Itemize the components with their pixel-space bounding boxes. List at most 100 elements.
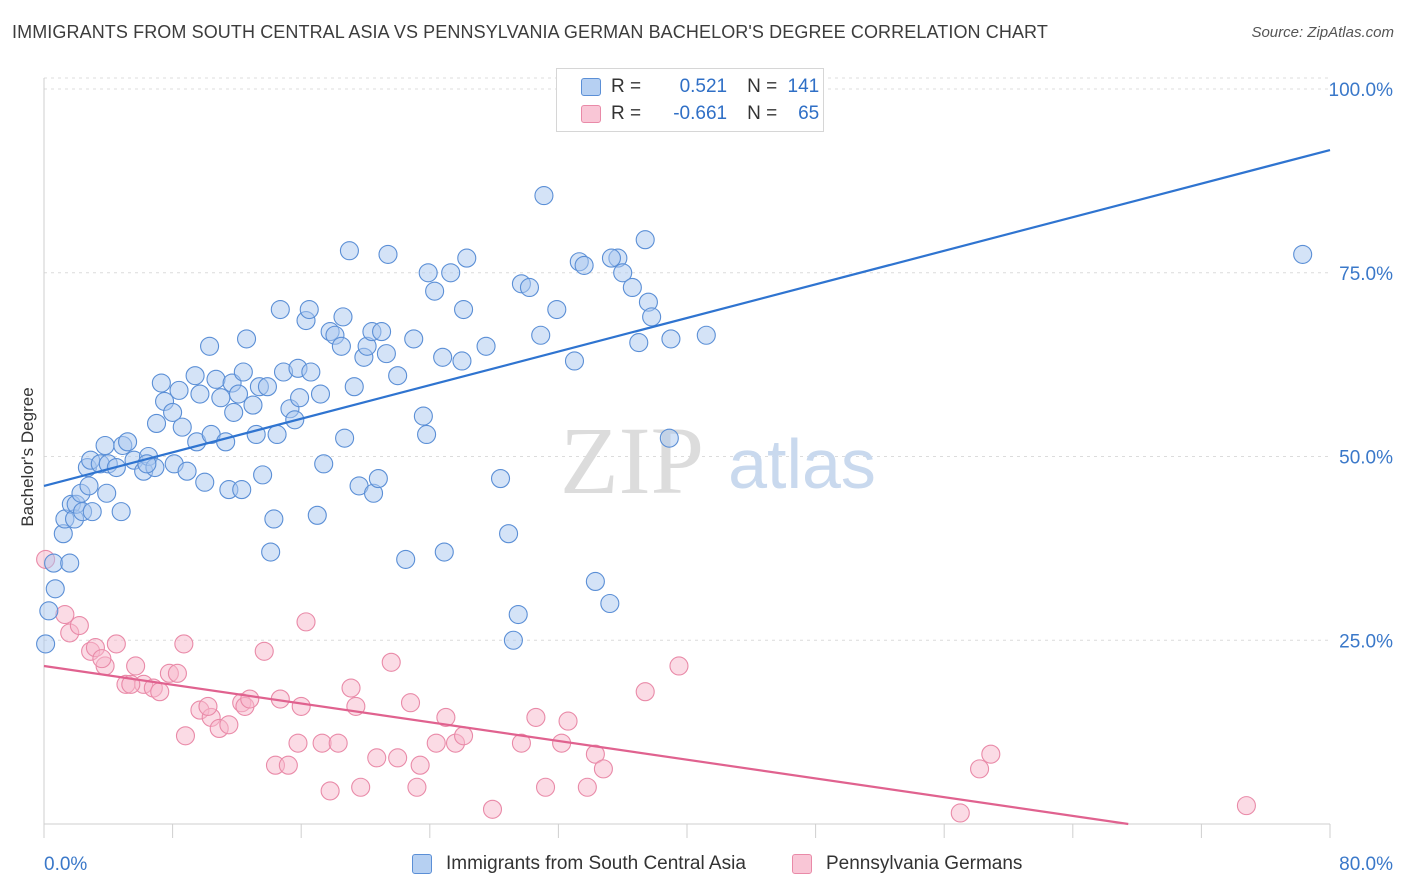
pink-point-39 [381,652,401,672]
bottom-legend-blue: Immigrants from South Central Asia [412,850,746,878]
pink-point-21 [219,715,239,735]
blue-point-118 [601,248,621,268]
watermark-zip: ZIP [560,407,704,514]
blue-point-40 [195,472,215,492]
tick-labels: 25.0% 50.0% 75.0% 100.0% 0.0% 80.0% [44,80,1393,875]
pink-point-60 [970,759,990,779]
blue-point-101 [457,248,477,268]
blue-point-85 [368,469,388,489]
blue-point-108 [508,604,528,625]
blue-point-53 [243,395,263,415]
blue-point-90 [396,549,416,569]
x-tick-label: 80.0% [1339,854,1393,875]
blue-point-88 [378,244,398,264]
trendline-blue [43,148,1331,487]
blue-point-78 [339,241,359,261]
blue-point-86 [372,322,392,342]
blue-point-97 [434,542,454,562]
blue-point-23 [118,432,138,452]
pink-point-13 [150,682,170,702]
pink-point-37 [351,777,371,797]
pink-point-28 [278,755,298,775]
blue-point-50 [232,480,252,500]
legend-n-label: N = [747,103,778,124]
blue-point-121 [629,333,649,353]
pink-point-34 [328,733,348,753]
y-tick-label: 25.0% [1339,631,1393,652]
pink-point-40 [388,748,408,768]
pink-point-62 [1236,796,1256,816]
pink-point-51 [535,777,556,797]
blue-point-56 [253,465,273,485]
gridlines [44,77,1330,641]
trend-lines [43,148,1331,826]
pink-point-32 [312,733,332,753]
blue-point-72 [314,454,334,474]
blue-point-76 [333,307,353,327]
series-south-central-asia [36,186,1313,654]
blue-point-116 [600,593,620,614]
series-pennsylvania-germans [36,549,1256,823]
blue-point-30 [151,373,171,393]
blue-point-1 [39,601,59,621]
pink-point-29 [288,733,308,753]
blue-point-119 [613,263,633,283]
legend-row-pink: R = -0.661 N = 65 [581,101,819,127]
blue-point-43 [206,369,226,389]
blue-point-92 [413,406,433,426]
bottom-legend-pink: Pennsylvania Germans [792,850,1022,878]
pink-point-7 [92,649,112,669]
legend-n-value-blue: 141 [787,76,820,97]
blue-point-60 [267,424,287,445]
blue-point-95 [425,281,445,301]
legend-r-label: R = [611,76,642,97]
blue-point-12 [79,476,99,496]
blue-point-87 [376,344,396,364]
pink-point-54 [577,777,597,797]
blue-point-52 [236,329,257,349]
blue-point-98 [441,263,461,283]
pink-point-43 [410,755,430,775]
blue-point-3 [45,579,65,599]
blue-point-58 [264,509,284,529]
pink-point-50 [526,707,546,727]
blue-point-39 [190,384,210,404]
blue-point-93 [417,424,437,445]
blue-point-105 [503,630,523,650]
pink-point-16 [175,726,196,746]
legend-n-value-pink: 65 [798,103,820,124]
blue-point-57 [257,377,277,397]
blue-point-36 [177,461,197,481]
legend-row-blue: R = 0.521 N = 141 [581,74,819,100]
legend-n-label: N = [747,76,778,97]
blue-point-122 [635,230,655,250]
watermark: ZIP atlas [560,407,876,514]
pink-point-15 [167,663,187,683]
blue-point-41 [200,336,220,356]
blue-point-13 [82,502,102,522]
blue-point-59 [261,542,281,562]
axes [43,78,1331,838]
blue-point-125 [659,428,679,448]
blue-point-114 [574,255,594,275]
trendline-pink [43,664,1129,826]
blue-point-128 [1293,244,1313,264]
blue-point-99 [452,351,472,371]
pink-point-61 [981,744,1001,764]
pink-point-45 [436,707,456,727]
blue-point-127 [696,325,716,345]
blue-point-100 [454,299,474,320]
pink-point-25 [254,641,274,661]
pink-point-35 [341,678,361,698]
blue-point-2 [44,553,64,573]
blue-point-71 [310,384,331,404]
pink-point-48 [482,799,503,819]
blue-point-89 [388,366,408,386]
blue-point-45 [216,432,236,452]
blue-point-21 [111,502,131,522]
blue-point-17 [97,483,117,503]
pink-point-41 [400,693,421,713]
blue-point-0 [36,634,56,654]
blue-point-69 [301,362,321,382]
blue-point-111 [547,299,567,320]
